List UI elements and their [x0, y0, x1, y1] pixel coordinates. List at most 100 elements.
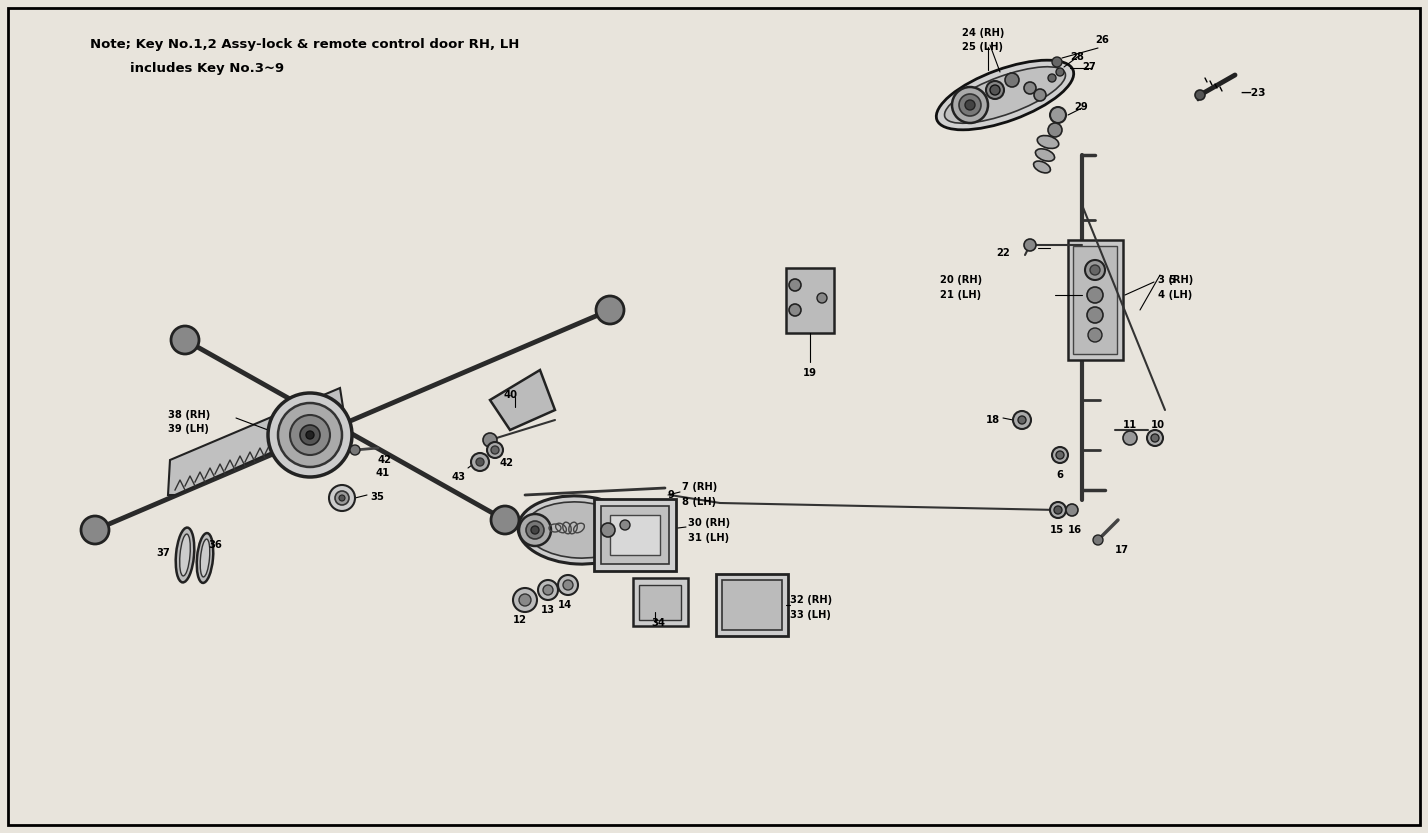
Circle shape	[985, 81, 1004, 99]
Circle shape	[538, 580, 558, 600]
Text: 6: 6	[1057, 470, 1064, 480]
Circle shape	[1065, 504, 1078, 516]
Bar	[633, 578, 687, 626]
Text: 31 (LH): 31 (LH)	[688, 533, 730, 543]
Circle shape	[1087, 287, 1102, 303]
Circle shape	[1122, 431, 1137, 445]
Bar	[601, 506, 668, 564]
Circle shape	[960, 94, 981, 116]
Circle shape	[1048, 74, 1055, 82]
Bar	[610, 515, 660, 555]
Circle shape	[595, 296, 624, 324]
Circle shape	[790, 304, 801, 316]
Text: 3 (RH): 3 (RH)	[1158, 275, 1194, 285]
Circle shape	[1147, 430, 1162, 446]
Circle shape	[1024, 82, 1035, 94]
Text: 37: 37	[156, 548, 170, 558]
Text: 21 (LH): 21 (LH)	[940, 290, 981, 300]
Circle shape	[1005, 73, 1020, 87]
Text: 17: 17	[1115, 545, 1130, 555]
Circle shape	[526, 521, 544, 539]
Text: 16: 16	[1068, 525, 1082, 535]
Text: 5: 5	[1168, 275, 1175, 285]
Text: 38 (RH): 38 (RH)	[169, 410, 210, 420]
Ellipse shape	[937, 60, 1074, 130]
Text: 13: 13	[541, 605, 555, 615]
Circle shape	[558, 575, 578, 595]
Bar	[723, 580, 783, 630]
Circle shape	[171, 326, 198, 354]
Bar	[785, 267, 834, 332]
Ellipse shape	[526, 502, 631, 558]
Text: Note; Key No.1,2 Assy-lock & remote control door RH, LH: Note; Key No.1,2 Assy-lock & remote cont…	[90, 38, 520, 51]
Ellipse shape	[1035, 149, 1055, 162]
Circle shape	[518, 514, 551, 546]
Text: 24 (RH): 24 (RH)	[962, 28, 1004, 38]
Text: 14: 14	[558, 600, 573, 610]
Ellipse shape	[180, 534, 190, 576]
Text: 11: 11	[1122, 420, 1137, 430]
Text: —23: —23	[1240, 88, 1265, 98]
Text: 42: 42	[378, 455, 393, 465]
Circle shape	[1055, 451, 1064, 459]
Circle shape	[601, 523, 615, 537]
Circle shape	[491, 446, 498, 454]
Circle shape	[1050, 107, 1065, 123]
Circle shape	[790, 279, 801, 291]
Text: includes Key No.3~9: includes Key No.3~9	[130, 62, 284, 75]
Circle shape	[487, 442, 503, 458]
Circle shape	[328, 485, 356, 511]
Circle shape	[1034, 89, 1045, 101]
Circle shape	[990, 85, 1000, 95]
Circle shape	[338, 495, 346, 501]
Text: 26: 26	[1095, 35, 1110, 45]
Ellipse shape	[944, 67, 1065, 123]
Circle shape	[965, 100, 975, 110]
Circle shape	[1087, 307, 1102, 323]
Text: 27: 27	[1082, 62, 1095, 72]
Circle shape	[1055, 68, 1064, 76]
Text: 8 (LH): 8 (LH)	[683, 497, 715, 507]
Circle shape	[518, 594, 531, 606]
Circle shape	[471, 453, 488, 471]
Circle shape	[1050, 502, 1065, 518]
Circle shape	[350, 445, 360, 455]
Bar	[715, 574, 788, 636]
Polygon shape	[169, 388, 346, 495]
Circle shape	[268, 393, 351, 477]
Circle shape	[336, 491, 348, 505]
Circle shape	[483, 433, 497, 447]
Text: 22: 22	[997, 248, 1010, 258]
Text: 40: 40	[503, 390, 517, 400]
Circle shape	[278, 403, 341, 467]
Text: 30 (RH): 30 (RH)	[688, 518, 730, 528]
Ellipse shape	[176, 527, 194, 582]
Circle shape	[1088, 328, 1102, 342]
Circle shape	[491, 506, 518, 534]
Text: 25 (LH): 25 (LH)	[962, 42, 1002, 52]
Circle shape	[620, 520, 630, 530]
Text: 35: 35	[370, 492, 384, 502]
Circle shape	[306, 431, 314, 439]
Text: 15: 15	[1050, 525, 1064, 535]
Circle shape	[1054, 506, 1062, 514]
Bar	[594, 499, 675, 571]
Circle shape	[1092, 535, 1102, 545]
Text: 39 (LH): 39 (LH)	[169, 424, 208, 434]
Circle shape	[1048, 123, 1062, 137]
Text: 32 (RH): 32 (RH)	[790, 595, 833, 605]
Text: 36: 36	[208, 540, 221, 550]
Circle shape	[300, 425, 320, 445]
Text: 34: 34	[651, 618, 665, 628]
Ellipse shape	[1037, 136, 1058, 148]
Polygon shape	[490, 370, 555, 430]
Text: 19: 19	[803, 368, 817, 378]
Ellipse shape	[197, 533, 213, 583]
Circle shape	[1090, 265, 1100, 275]
Text: 10: 10	[1151, 420, 1165, 430]
Text: 43: 43	[451, 472, 466, 482]
Text: 42: 42	[500, 458, 514, 468]
Text: 28: 28	[1070, 52, 1084, 62]
Circle shape	[1085, 260, 1105, 280]
Circle shape	[1151, 434, 1160, 442]
